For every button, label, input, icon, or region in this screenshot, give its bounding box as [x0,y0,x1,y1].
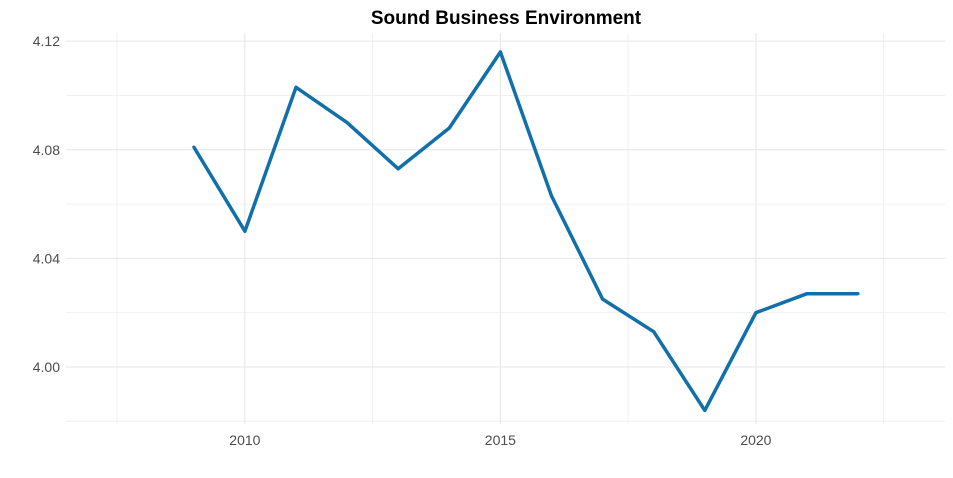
chart-title: Sound Business Environment [371,8,642,29]
x-tick-label: 2010 [229,432,260,448]
y-axis: 4.00 4.04 4.08 4.12 [33,33,60,375]
data-point [754,311,758,315]
y-tick-label: 4.00 [33,359,60,375]
data-point [601,297,605,301]
x-tick-label: 2015 [485,432,516,448]
data-point [192,145,196,149]
data-point [652,330,656,334]
x-axis: 2010 2015 2020 [229,432,771,448]
data-point [294,85,298,89]
data-point [345,121,349,125]
grid [66,33,945,424]
data-point [805,292,809,296]
y-tick-label: 4.08 [33,142,60,158]
series-group [192,50,860,413]
x-tick-label: 2020 [740,432,771,448]
y-tick-label: 4.12 [33,33,60,49]
series-line [192,50,859,413]
y-tick-label: 4.04 [33,250,60,266]
data-point [549,194,553,198]
data-point [396,167,400,171]
data-point [703,408,707,412]
data-point [498,50,502,54]
data-point [447,126,451,130]
data-point [243,229,247,233]
data-point [856,292,860,296]
